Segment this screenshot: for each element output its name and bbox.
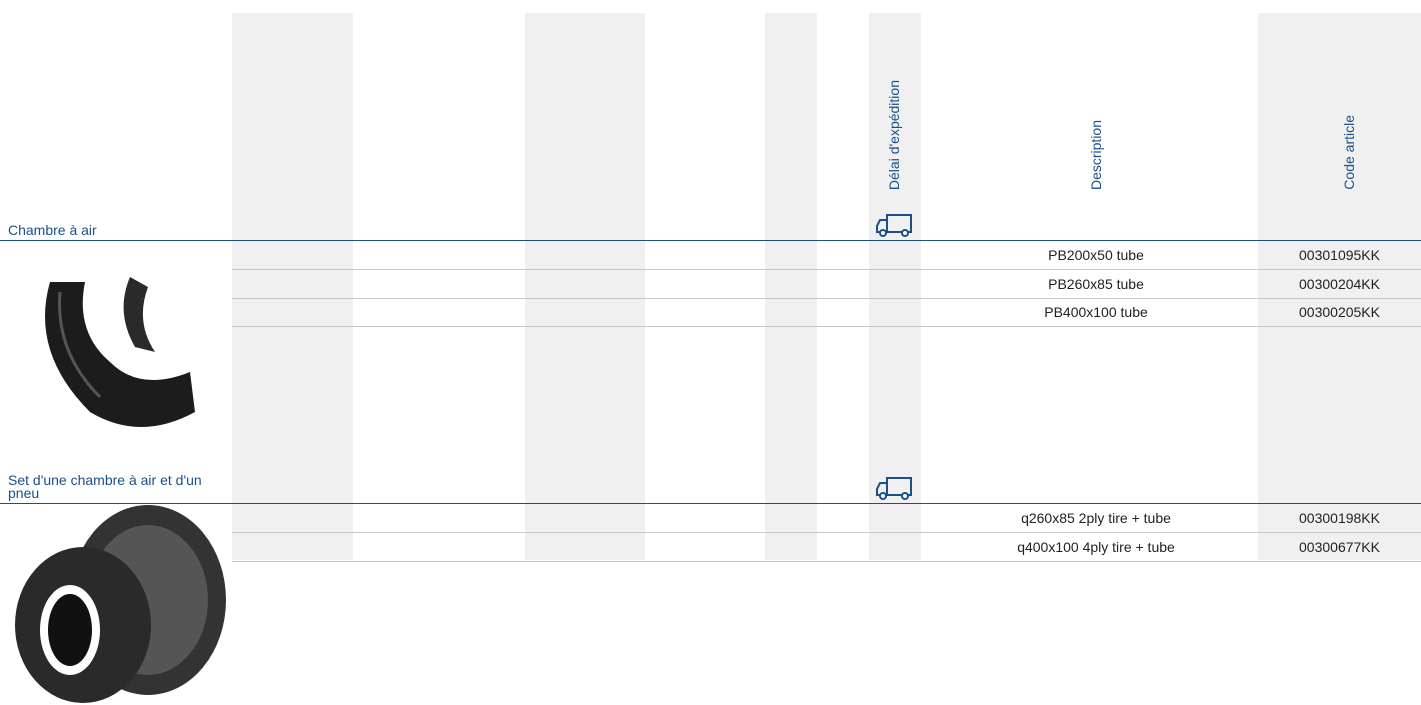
header-description: Description [1088,119,1104,190]
section-line [0,240,1421,241]
description: PB200x50 tube [1048,247,1144,263]
article-code: 00300205KK [1299,304,1380,320]
description: PB260x85 tube [1048,275,1144,292]
section-title: Set d'une chambre à air et d'un pneu [8,472,202,501]
table-row: PB260x85 tube 00300204KK [232,270,1421,299]
shipping-icon [875,212,913,243]
tire-image [15,505,226,703]
description: PB400x100 tube [1044,304,1148,320]
article-code: 00301095KK [1299,247,1380,263]
article-code: 00300204KK [1299,275,1380,292]
column-band [525,13,645,560]
section-title: Chambre à air [8,222,97,238]
article-code: 00300677KK [1299,538,1380,555]
column-band [869,13,921,560]
column-band [232,13,353,560]
description: q260x85 2ply tire + tube [1021,510,1171,526]
article-code: 00300198KK [1299,510,1380,526]
table-row: PB400x100 tube 00300205KK [232,298,1421,327]
table-row: PB200x50 tube 00301095KK [232,241,1421,270]
header-shipping: Délai d'expédition [886,79,902,190]
header-code: Code article [1341,115,1357,190]
section-line [0,503,1421,504]
tube-image [45,277,195,427]
column-band [1258,13,1421,560]
description: q400x100 4ply tire + tube [1017,538,1175,555]
shipping-icon [875,475,913,506]
column-band [765,13,817,560]
table-row: q400x100 4ply tire + tube 00300677KK [232,533,1421,562]
table-row: q260x85 2ply tire + tube 00300198KK [232,504,1421,533]
